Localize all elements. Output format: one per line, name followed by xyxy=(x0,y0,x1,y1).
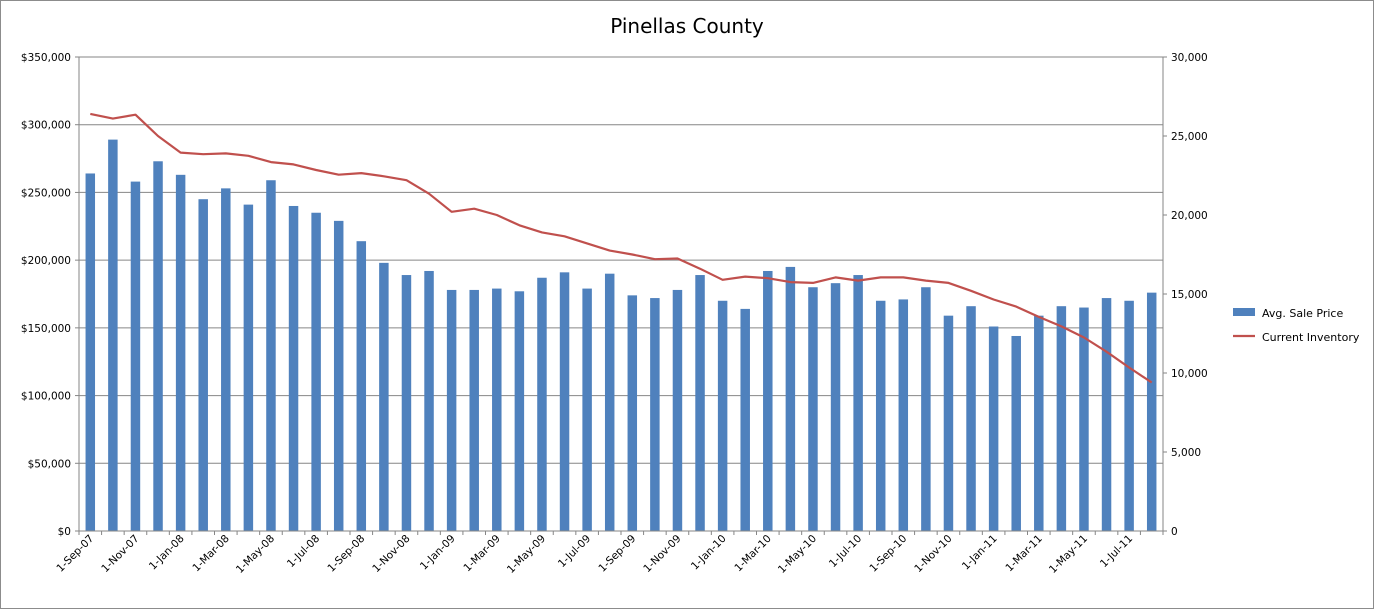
y-right-tick-label: 20,000 xyxy=(1171,210,1208,222)
x-tick-label: 1-Nov-07 xyxy=(99,533,141,575)
bar xyxy=(921,287,931,531)
x-tick-label: 1-May-08 xyxy=(234,533,277,576)
x-tick-label: 1-Mar-08 xyxy=(190,533,232,575)
bar xyxy=(153,161,163,531)
bar xyxy=(785,266,796,531)
bar xyxy=(1124,300,1134,531)
bar xyxy=(672,289,683,531)
legend: Avg. Sale Price Current Inventory xyxy=(1233,307,1360,344)
bar xyxy=(808,287,818,531)
bar xyxy=(1034,315,1044,531)
bar xyxy=(582,288,592,531)
bar xyxy=(198,199,208,531)
bar xyxy=(763,270,773,531)
series-line xyxy=(90,112,1153,384)
bar xyxy=(650,298,660,531)
gridlines xyxy=(79,56,1163,464)
x-tick-label: 1-Jan-10 xyxy=(689,533,729,573)
bar xyxy=(537,277,547,531)
x-tick-label: 1-May-10 xyxy=(776,533,819,576)
bar xyxy=(401,275,412,531)
bar xyxy=(740,308,750,531)
y-right-tick-label: 25,000 xyxy=(1171,131,1208,143)
bar xyxy=(1101,298,1112,531)
x-tick-label: 1-Sep-07 xyxy=(54,533,96,575)
bar xyxy=(492,288,502,531)
bar xyxy=(559,272,570,531)
bar xyxy=(1079,307,1089,531)
legend-label: Current Inventory xyxy=(1262,331,1360,344)
bar xyxy=(266,180,276,532)
x-tick-label: 1-May-11 xyxy=(1047,533,1090,576)
bar xyxy=(356,241,367,531)
x-tick-label: 1-May-09 xyxy=(505,533,548,576)
y-left-tick-label: $0 xyxy=(58,526,71,538)
bar xyxy=(627,295,638,531)
bar xyxy=(1011,335,1021,531)
y-left-tick-label: $50,000 xyxy=(28,458,71,470)
x-tick-label: 1-Sep-08 xyxy=(325,533,367,575)
y-right-tick-label: 5,000 xyxy=(1171,447,1201,459)
bar xyxy=(333,220,344,531)
x-tick-label: 1-Jul-10 xyxy=(827,533,864,570)
legend-swatch-bar xyxy=(1233,308,1255,316)
bar xyxy=(898,299,909,531)
bar xyxy=(853,275,863,531)
bar xyxy=(221,188,231,531)
bar-series xyxy=(85,139,1157,532)
x-tick-label: 1-Jul-08 xyxy=(285,533,322,570)
bar xyxy=(988,326,999,531)
bar xyxy=(469,289,479,531)
bar xyxy=(604,273,615,531)
x-tick-label: 1-Jul-09 xyxy=(556,533,593,570)
x-tick-label: 1-Nov-09 xyxy=(641,533,683,575)
x-tick-label: 1-Jul-11 xyxy=(1098,533,1135,570)
x-tick-label: 1-Jan-09 xyxy=(418,533,458,573)
x-tick-label: 1-Jan-08 xyxy=(147,533,187,573)
bar xyxy=(514,291,525,531)
y-left-tick-label: $250,000 xyxy=(21,187,71,199)
bar xyxy=(288,205,299,531)
legend-label: Avg. Sale Price xyxy=(1262,307,1343,320)
bar xyxy=(311,212,321,531)
x-tick-label: 1-Mar-10 xyxy=(732,533,774,575)
bar xyxy=(1056,306,1067,531)
bar xyxy=(717,300,728,531)
bar xyxy=(424,270,434,531)
bar xyxy=(175,174,186,531)
bar xyxy=(1146,292,1157,531)
bar xyxy=(695,275,705,531)
y-right-tick-label: 10,000 xyxy=(1171,368,1208,380)
y-left-tick-label: $100,000 xyxy=(21,391,71,403)
chart-title: Pinellas County xyxy=(610,14,764,38)
line-series xyxy=(90,112,1153,384)
x-tick-label: 1-Nov-10 xyxy=(912,533,954,575)
bar xyxy=(943,315,954,531)
y-left-tick-label: $350,000 xyxy=(21,52,71,64)
x-tick-label: 1-Nov-08 xyxy=(370,533,412,575)
x-tick-label: 1-Sep-10 xyxy=(867,533,909,575)
bar xyxy=(379,262,389,531)
x-tick-label: 1-Sep-09 xyxy=(596,533,638,575)
y-right-tick-label: 0 xyxy=(1171,526,1178,538)
bar xyxy=(830,283,841,531)
bar xyxy=(446,289,457,531)
y-right-tick-label: 30,000 xyxy=(1171,52,1208,64)
bar xyxy=(243,204,254,532)
x-tick-label: 1-Mar-09 xyxy=(461,533,503,575)
y-left-tick-label: $150,000 xyxy=(21,323,71,335)
y-right-tick-label: 15,000 xyxy=(1171,289,1208,301)
y-left-tick-label: $300,000 xyxy=(21,120,71,132)
bar xyxy=(108,139,118,531)
bar xyxy=(85,173,96,531)
x-tick-label: 1-Jan-11 xyxy=(960,533,1000,573)
bar xyxy=(130,181,141,531)
y-left-tick-label: $200,000 xyxy=(21,255,71,267)
bar xyxy=(875,300,886,531)
bar xyxy=(966,306,976,531)
x-tick-label: 1-Mar-11 xyxy=(1003,533,1045,575)
